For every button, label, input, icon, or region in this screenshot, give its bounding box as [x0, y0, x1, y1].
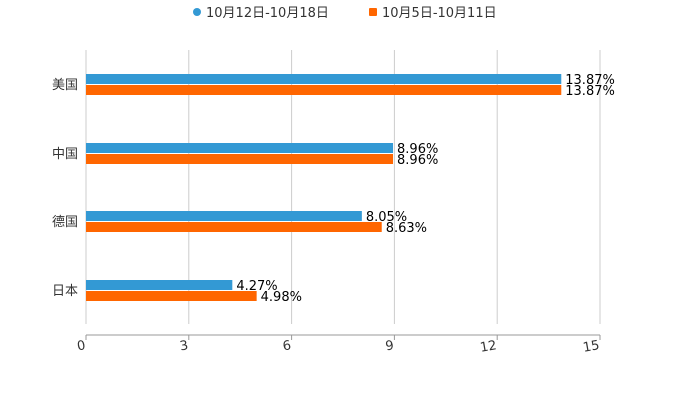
x-tick-label-0: 0: [76, 338, 87, 354]
category-label-2: 德国: [52, 215, 78, 230]
bar-1-2: [86, 222, 382, 232]
data-label-1-3: 4.98%: [261, 290, 302, 305]
data-label-0-1: 8.96%: [397, 142, 438, 157]
bar-0-1: [86, 143, 394, 153]
bar-1-1: [86, 154, 394, 164]
legend-label-0: 10月12日-10月18日: [206, 6, 329, 21]
data-label-0-3: 4.27%: [236, 279, 277, 294]
x-tick-label-2: 6: [282, 338, 293, 354]
bar-1-3: [86, 291, 257, 301]
data-label-1-2: 8.63%: [386, 221, 427, 236]
x-tick-label-5: 15: [582, 338, 601, 356]
x-tick-label-1: 3: [179, 338, 190, 354]
gridlines: [85, 50, 601, 324]
legend-marker-1: [369, 8, 377, 16]
bars: 13.87%13.87% 8.96%8.96% 8.05%8.63% 4.27%4.9…: [86, 73, 615, 305]
bar-1-0: [86, 85, 562, 95]
legend: 10月12日-10月18日 10月5日-10月11日: [193, 6, 497, 21]
bar-0-0: [86, 74, 562, 84]
data-label-1-1: 8.96%: [397, 153, 438, 168]
x-axis: 0 3 6 9 12 15: [76, 334, 601, 356]
category-label-1: 中国: [52, 147, 78, 162]
data-label-1-0: 13.87%: [565, 84, 615, 99]
bar-0-3: [86, 280, 233, 290]
data-label-0-2: 8.05%: [366, 210, 407, 225]
category-label-0: 美国: [52, 78, 78, 93]
data-label-0-0: 13.87%: [565, 73, 615, 88]
x-tick-label-4: 12: [479, 338, 498, 356]
bar-0-2: [86, 211, 362, 221]
x-tick-label-3: 9: [384, 338, 395, 354]
legend-label-1: 10月5日-10月11日: [382, 6, 497, 21]
category-label-3: 日本: [52, 284, 78, 299]
legend-marker-0: [193, 8, 201, 16]
